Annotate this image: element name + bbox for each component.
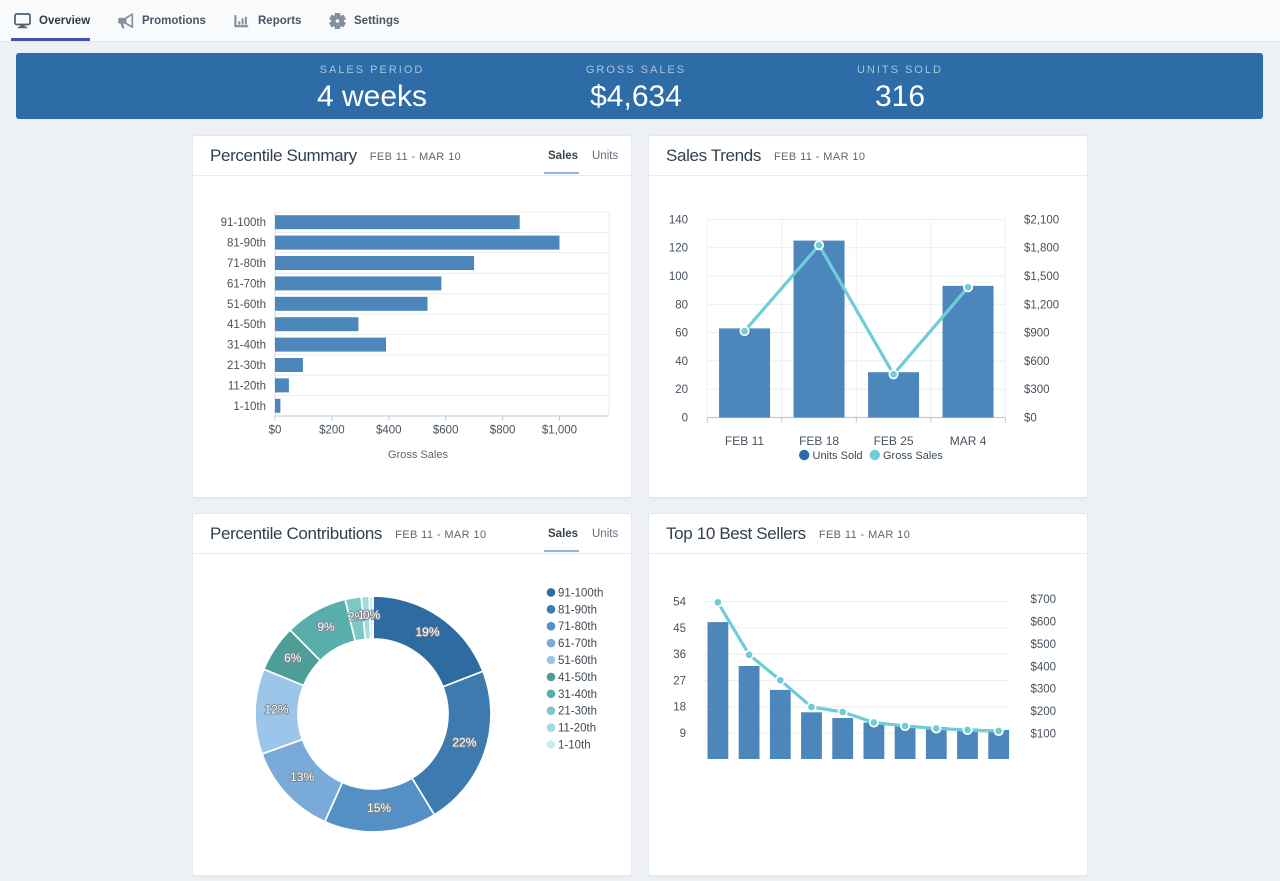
- svg-text:1-10th: 1-10th: [233, 401, 266, 413]
- svg-text:1-10th: 1-10th: [558, 740, 591, 752]
- svg-text:40: 40: [675, 356, 688, 368]
- svg-text:31-40th: 31-40th: [558, 689, 597, 701]
- svg-text:18: 18: [673, 702, 686, 714]
- svg-text:0%: 0%: [363, 608, 381, 622]
- svg-text:Units Sold: Units Sold: [813, 450, 863, 462]
- svg-text:$200: $200: [1031, 706, 1057, 718]
- svg-text:140: 140: [669, 214, 688, 226]
- svg-text:$800: $800: [490, 425, 516, 437]
- svg-text:51-60th: 51-60th: [558, 655, 597, 667]
- svg-text:9: 9: [680, 728, 686, 740]
- svg-text:FEB 11: FEB 11: [725, 434, 764, 448]
- svg-text:$100: $100: [1031, 729, 1057, 741]
- svg-text:19%: 19%: [415, 625, 439, 639]
- svg-text:6%: 6%: [284, 651, 302, 665]
- svg-text:$900: $900: [1024, 328, 1050, 340]
- svg-text:41-50th: 41-50th: [558, 672, 597, 684]
- svg-text:22%: 22%: [452, 736, 476, 750]
- svg-text:$300: $300: [1031, 684, 1057, 696]
- svg-text:$0: $0: [269, 425, 282, 437]
- svg-text:13%: 13%: [290, 770, 314, 784]
- svg-text:$1,000: $1,000: [542, 425, 577, 437]
- svg-text:$400: $400: [376, 425, 402, 437]
- svg-text:$300: $300: [1024, 384, 1050, 396]
- svg-text:$0: $0: [1024, 413, 1037, 425]
- svg-text:60: 60: [675, 328, 688, 340]
- svg-text:$1,500: $1,500: [1024, 271, 1059, 283]
- svg-text:91-100th: 91-100th: [221, 217, 266, 229]
- svg-text:21-30th: 21-30th: [558, 706, 597, 718]
- svg-text:21-30th: 21-30th: [227, 360, 266, 372]
- svg-text:$400: $400: [1031, 661, 1057, 673]
- svg-text:54: 54: [673, 597, 686, 609]
- svg-text:$500: $500: [1031, 639, 1057, 651]
- svg-text:51-60th: 51-60th: [227, 299, 266, 311]
- svg-text:71-80th: 71-80th: [227, 258, 266, 270]
- svg-text:11-20th: 11-20th: [228, 380, 266, 392]
- svg-text:100: 100: [669, 271, 688, 283]
- svg-text:61-70th: 61-70th: [558, 638, 597, 650]
- svg-text:11-20th: 11-20th: [558, 723, 596, 735]
- svg-text:$600: $600: [1031, 617, 1057, 629]
- svg-text:120: 120: [669, 243, 688, 255]
- svg-text:20: 20: [675, 384, 688, 396]
- svg-text:Gross Sales: Gross Sales: [388, 449, 448, 461]
- svg-text:80: 80: [675, 299, 688, 311]
- svg-text:27: 27: [673, 675, 686, 687]
- svg-text:81-90th: 81-90th: [558, 604, 597, 616]
- svg-text:81-90th: 81-90th: [227, 238, 266, 250]
- svg-text:12%: 12%: [264, 702, 288, 716]
- svg-text:$1,800: $1,800: [1024, 243, 1059, 255]
- svg-text:41-50th: 41-50th: [227, 319, 266, 331]
- svg-text:15%: 15%: [367, 801, 391, 815]
- svg-text:61-70th: 61-70th: [227, 278, 266, 290]
- svg-text:31-40th: 31-40th: [227, 340, 266, 352]
- svg-text:MAR 4: MAR 4: [950, 434, 987, 448]
- svg-text:$600: $600: [1024, 356, 1050, 368]
- svg-text:1%: 1%: [358, 608, 376, 622]
- svg-text:Gross Sales: Gross Sales: [883, 450, 943, 462]
- svg-text:0: 0: [682, 413, 688, 425]
- svg-text:36: 36: [673, 649, 686, 661]
- svg-text:$1,200: $1,200: [1024, 299, 1059, 311]
- svg-text:$2,100: $2,100: [1024, 214, 1059, 226]
- svg-text:2%: 2%: [348, 609, 366, 623]
- svg-text:71-80th: 71-80th: [558, 621, 597, 633]
- svg-text:45: 45: [673, 623, 686, 635]
- svg-text:FEB 18: FEB 18: [799, 434, 839, 448]
- svg-text:9%: 9%: [317, 620, 335, 634]
- svg-text:$600: $600: [433, 425, 459, 437]
- svg-text:91-100th: 91-100th: [558, 587, 603, 599]
- svg-text:FEB 25: FEB 25: [874, 434, 914, 448]
- svg-text:$700: $700: [1031, 594, 1057, 606]
- svg-text:$200: $200: [319, 425, 345, 437]
